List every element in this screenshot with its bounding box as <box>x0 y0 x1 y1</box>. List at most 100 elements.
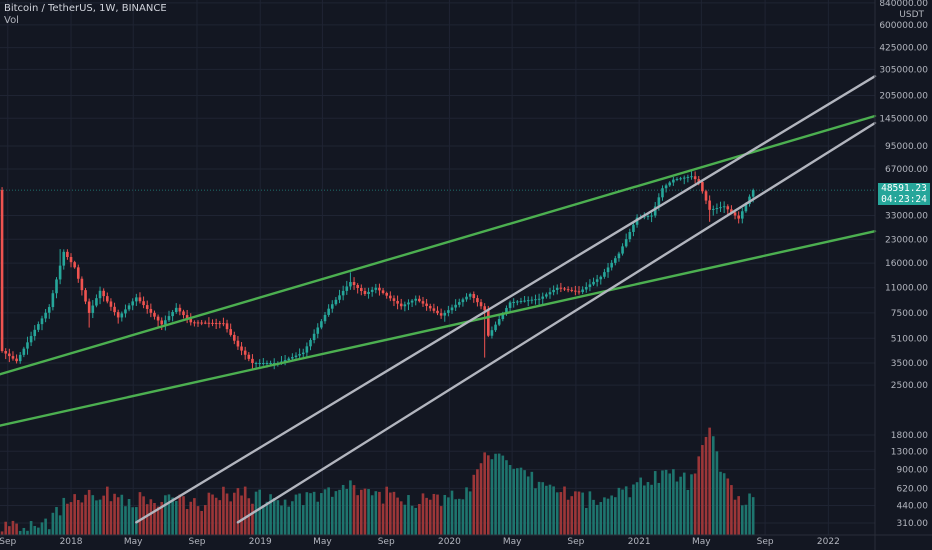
candle-body <box>490 330 494 336</box>
volume-bar <box>323 489 327 535</box>
trend-lines[interactable] <box>0 74 877 524</box>
volume-bar <box>120 494 124 535</box>
price-tick-label: 425000.00 <box>879 44 928 54</box>
volume-bar <box>4 521 8 535</box>
volume-bars <box>0 427 755 535</box>
candle-body <box>265 363 269 364</box>
volume-bar <box>639 477 643 535</box>
volume-bar <box>363 488 367 535</box>
candle-body <box>11 356 15 359</box>
volume-bar <box>200 510 203 535</box>
candle-body <box>421 301 425 304</box>
candle-body <box>479 302 483 307</box>
candle-body <box>501 313 505 320</box>
candle-body <box>124 309 127 314</box>
price-tick-label: 11000.00 <box>885 284 928 294</box>
candle-body <box>577 291 581 293</box>
volume-bar <box>156 506 160 535</box>
volume-bar <box>737 496 740 535</box>
price-tick-label: 16000.00 <box>885 259 928 269</box>
volume-bar <box>505 460 508 535</box>
candle-body <box>105 296 109 302</box>
volume-bar <box>283 499 287 535</box>
volume-bar <box>203 505 207 535</box>
candle-body <box>269 363 272 364</box>
green-trend-line <box>0 114 877 376</box>
volume-bar <box>182 496 185 535</box>
candle-body <box>439 313 443 316</box>
candle-body <box>160 320 164 325</box>
volume-bar <box>548 484 552 535</box>
volume-bar <box>672 469 675 535</box>
candles <box>0 171 755 370</box>
volume-bar <box>174 500 178 535</box>
candle-body <box>33 329 37 337</box>
volume-bar <box>472 474 476 535</box>
volume-bar <box>414 507 418 535</box>
volume-bar <box>708 427 711 535</box>
volume-bar <box>69 502 73 535</box>
volume-bar <box>450 490 454 535</box>
volume-bar <box>131 507 135 535</box>
volume-tick-label: 900.00 <box>897 466 929 476</box>
candle-body <box>156 316 160 321</box>
candle-body <box>519 301 523 303</box>
candle-body <box>581 289 584 293</box>
volume-bar <box>66 503 69 535</box>
candle-body <box>751 190 755 197</box>
candle-body <box>182 311 185 316</box>
candle-body <box>47 307 51 313</box>
candle-body <box>26 342 29 349</box>
volume-bar <box>320 493 323 535</box>
candle-body <box>247 354 251 359</box>
price-tick-label: 23000.00 <box>885 235 928 245</box>
volume-bar <box>287 506 291 535</box>
candle-body <box>392 298 396 301</box>
volume-bar <box>646 482 650 535</box>
price-tick-label: 305000.00 <box>879 65 928 75</box>
volume-bar <box>258 489 262 535</box>
volume-bar <box>407 495 410 535</box>
candle-body <box>588 284 592 287</box>
candle-body <box>363 291 367 295</box>
candle-body <box>301 352 305 355</box>
candle-body <box>229 329 232 335</box>
candle-body <box>18 354 22 362</box>
volume-bar <box>744 504 748 535</box>
candle-body <box>62 251 66 266</box>
volume-bar <box>214 497 218 535</box>
candle-body <box>693 176 697 180</box>
volume-bar <box>490 459 494 535</box>
candle-body <box>617 253 621 259</box>
volume-bar <box>8 526 11 535</box>
candle-body <box>476 298 479 303</box>
candle-body <box>80 278 84 291</box>
candle-body <box>606 267 610 273</box>
price-tick-label: 67000.00 <box>885 165 928 175</box>
volume-bar <box>265 501 269 535</box>
candle-body <box>102 290 105 297</box>
volume-indicator-label[interactable]: Vol <box>4 15 19 26</box>
candle-body <box>613 258 617 263</box>
candle-body <box>367 291 370 295</box>
volume-bar <box>102 495 105 535</box>
volume-bar <box>160 501 164 535</box>
candle-body <box>682 177 686 179</box>
candle-body <box>650 215 653 217</box>
candle-body <box>193 322 196 324</box>
candle-body <box>138 297 142 302</box>
symbol-title[interactable]: Bitcoin / TetherUS, 1W, BINANCE <box>4 3 167 14</box>
candle-body <box>595 279 599 282</box>
volume-bar <box>58 515 62 535</box>
volume-bar <box>483 452 486 535</box>
volume-bar <box>432 493 436 535</box>
volume-bar <box>301 505 305 535</box>
candle-body <box>145 305 149 309</box>
volume-bar <box>55 507 58 535</box>
volume-bar <box>349 480 352 535</box>
candle-body <box>414 298 418 301</box>
volume-bar <box>22 527 26 535</box>
candle-body <box>428 305 432 309</box>
